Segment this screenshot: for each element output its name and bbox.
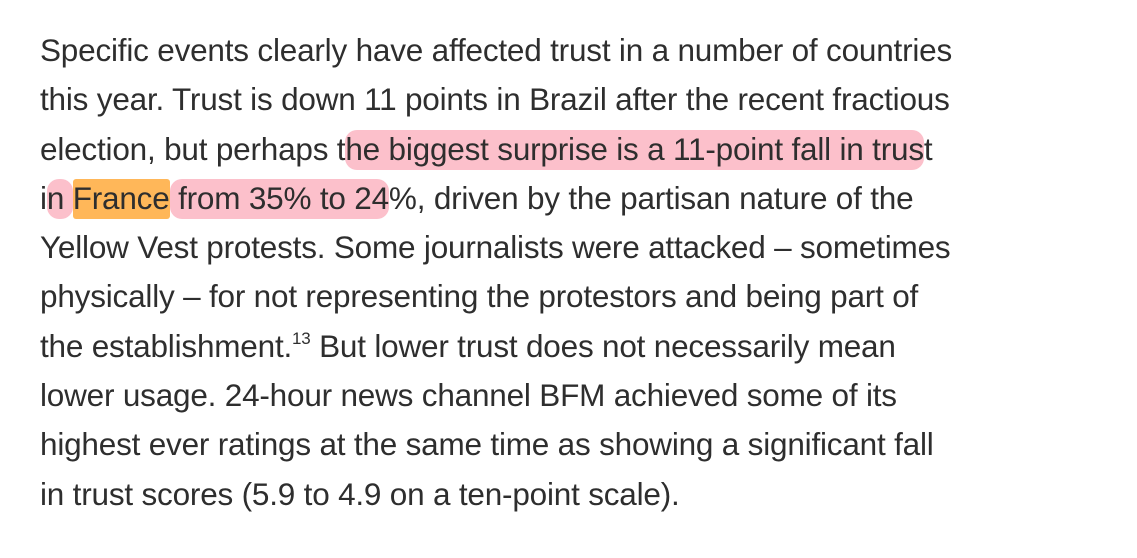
text-segment: election, but perhaps t xyxy=(40,130,346,167)
text-segment: the establishment. xyxy=(40,327,293,364)
pink-highlight: from 35% to 24 xyxy=(169,178,389,219)
text-line-4: in France from 35% to 24%, driven by the… xyxy=(40,174,1130,223)
text-line-2: this year. Trust is down 11 points in Br… xyxy=(40,81,950,118)
text-line-10: in trust scores (5.9 to 4.9 on a ten-poi… xyxy=(40,475,680,512)
text-line-7: the establishment.13 But lower trust doe… xyxy=(40,322,1130,371)
text-segment: t xyxy=(923,130,933,167)
text-segment: i xyxy=(40,179,47,216)
text-line-9: highest ever ratings at the same time as… xyxy=(40,426,934,463)
body-paragraph: Specific events clearly have affected tr… xyxy=(40,26,1130,519)
footnote-reference: 13 xyxy=(292,328,311,348)
pink-highlight: he biggest surprise is a 11-point fall i… xyxy=(345,129,924,170)
text-segment: But lower trust does not necessarily mea… xyxy=(310,327,896,364)
text-segment: %, driven by the partisan nature of the xyxy=(388,179,914,216)
orange-highlight-france: France xyxy=(72,178,170,219)
text-line-6: physically – for not representing the pr… xyxy=(40,278,919,315)
pink-highlight: n xyxy=(46,178,73,219)
text-line-5: Yellow Vest protests. Some journalists w… xyxy=(40,229,951,266)
text-line-1: Specific events clearly have affected tr… xyxy=(40,32,953,68)
text-line-3: election, but perhaps the biggest surpri… xyxy=(40,125,1130,174)
text-line-8: lower usage. 24-hour news channel BFM ac… xyxy=(40,377,897,414)
